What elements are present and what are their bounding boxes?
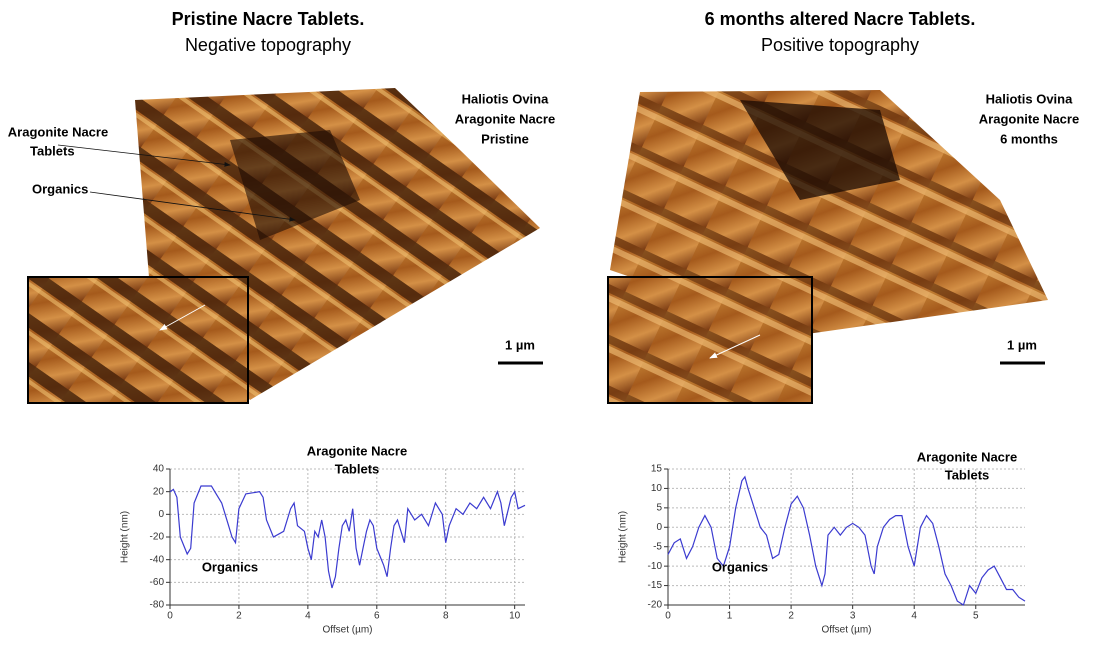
y-tick-label: 10 bbox=[651, 483, 663, 494]
chart-background bbox=[115, 451, 540, 642]
panel-subtitle: Negative topography bbox=[185, 35, 351, 55]
panel-title: 6 months altered Nacre Tablets. bbox=[705, 9, 976, 29]
y-tick-label: -20 bbox=[150, 532, 165, 543]
y-tick-label: -60 bbox=[150, 577, 165, 588]
chart-annotation: Tablets bbox=[335, 461, 380, 476]
x-tick-label: 1 bbox=[727, 611, 733, 622]
chart-annotation: Tablets bbox=[945, 467, 990, 482]
y-tick-label: 40 bbox=[153, 464, 165, 475]
chart-annotation: Aragonite Nacre bbox=[307, 443, 407, 458]
sample-label: Haliotis Ovina bbox=[986, 91, 1073, 106]
x-tick-label: 2 bbox=[788, 611, 794, 622]
y-tick-label: 5 bbox=[656, 502, 662, 513]
x-tick-label: 2 bbox=[236, 611, 242, 622]
axes bbox=[667, 469, 1025, 606]
x-tick-label: 8 bbox=[443, 611, 449, 622]
x-tick-label: 10 bbox=[509, 611, 521, 622]
panel-title: Pristine Nacre Tablets. bbox=[172, 9, 365, 29]
y-tick-label: 0 bbox=[158, 509, 164, 520]
afm-image-right bbox=[607, 90, 1048, 404]
x-tick-label: 0 bbox=[665, 611, 671, 622]
y-axis-label: Height (nm) bbox=[120, 511, 131, 563]
afm-image-left bbox=[27, 88, 543, 404]
y-tick-label: -20 bbox=[648, 600, 663, 611]
profile-line bbox=[169, 485, 526, 589]
x-tick-label: 0 bbox=[167, 611, 173, 622]
scale-bar-label: 1 µm bbox=[1007, 337, 1037, 352]
image-annotation: Aragonite Nacre bbox=[8, 124, 108, 139]
chart-annotation: Aragonite Nacre bbox=[917, 449, 1017, 464]
sample-label: 6 months bbox=[1000, 131, 1058, 146]
scale-bar-label: 1 µm bbox=[505, 337, 535, 352]
profile-line bbox=[667, 475, 1026, 606]
sample-label: Pristine bbox=[481, 131, 529, 146]
image-annotation: Tablets bbox=[30, 143, 75, 158]
x-tick-label: 4 bbox=[305, 611, 311, 622]
x-axis-label: Offset (µm) bbox=[821, 625, 871, 636]
y-tick-label: 15 bbox=[651, 464, 663, 475]
x-tick-label: 6 bbox=[374, 611, 380, 622]
x-tick-label: 5 bbox=[973, 611, 979, 622]
annotation-arrows bbox=[57, 144, 296, 222]
y-tick-label: 0 bbox=[656, 522, 662, 533]
y-axis-label: Height (nm) bbox=[618, 511, 629, 563]
sample-label: Haliotis Ovina bbox=[462, 91, 549, 106]
y-tick-label: 20 bbox=[153, 486, 165, 497]
sample-label: Aragonite Nacre bbox=[455, 111, 555, 126]
image-annotation: Organics bbox=[32, 181, 88, 196]
y-tick-label: -5 bbox=[653, 541, 662, 552]
x-tick-label: 4 bbox=[911, 611, 917, 622]
y-tick-label: -40 bbox=[150, 554, 165, 565]
y-tick-label: -80 bbox=[150, 600, 165, 611]
chart-annotation: Organics bbox=[712, 559, 768, 574]
y-tick-label: -10 bbox=[648, 561, 663, 572]
axes bbox=[169, 469, 525, 606]
panel-subtitle: Positive topography bbox=[761, 35, 919, 55]
x-axis-label: Offset (µm) bbox=[322, 625, 372, 636]
chart-annotation: Organics bbox=[202, 559, 258, 574]
y-tick-label: -15 bbox=[648, 580, 663, 591]
x-tick-label: 3 bbox=[850, 611, 856, 622]
sample-label: Aragonite Nacre bbox=[979, 111, 1079, 126]
